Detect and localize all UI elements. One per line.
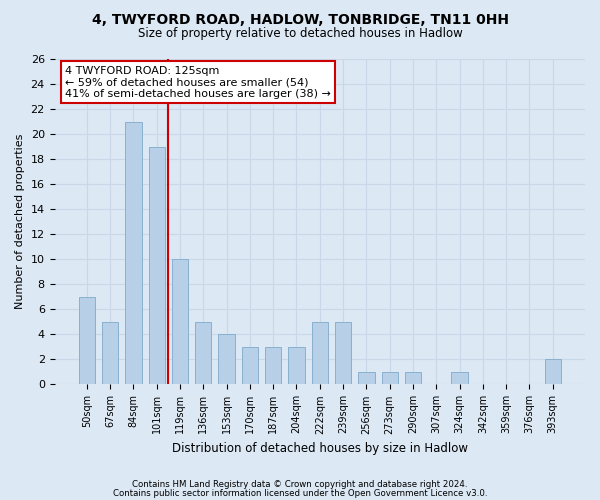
Bar	[218, 334, 235, 384]
Bar	[311, 322, 328, 384]
Text: Contains public sector information licensed under the Open Government Licence v3: Contains public sector information licen…	[113, 488, 487, 498]
Y-axis label: Number of detached properties: Number of detached properties	[15, 134, 25, 310]
Bar	[265, 347, 281, 385]
Text: 4 TWYFORD ROAD: 125sqm
← 59% of detached houses are smaller (54)
41% of semi-det: 4 TWYFORD ROAD: 125sqm ← 59% of detached…	[65, 66, 331, 98]
Bar	[102, 322, 118, 384]
Text: Contains HM Land Registry data © Crown copyright and database right 2024.: Contains HM Land Registry data © Crown c…	[132, 480, 468, 489]
Bar	[195, 322, 211, 384]
Text: 4, TWYFORD ROAD, HADLOW, TONBRIDGE, TN11 0HH: 4, TWYFORD ROAD, HADLOW, TONBRIDGE, TN11…	[91, 12, 509, 26]
Bar	[358, 372, 374, 384]
Bar	[405, 372, 421, 384]
Bar	[545, 360, 561, 384]
X-axis label: Distribution of detached houses by size in Hadlow: Distribution of detached houses by size …	[172, 442, 468, 455]
Bar	[79, 297, 95, 384]
Bar	[451, 372, 467, 384]
Bar	[242, 347, 258, 385]
Bar	[335, 322, 351, 384]
Bar	[125, 122, 142, 384]
Bar	[289, 347, 305, 385]
Bar	[382, 372, 398, 384]
Bar	[149, 146, 165, 384]
Text: Size of property relative to detached houses in Hadlow: Size of property relative to detached ho…	[137, 28, 463, 40]
Bar	[172, 260, 188, 384]
